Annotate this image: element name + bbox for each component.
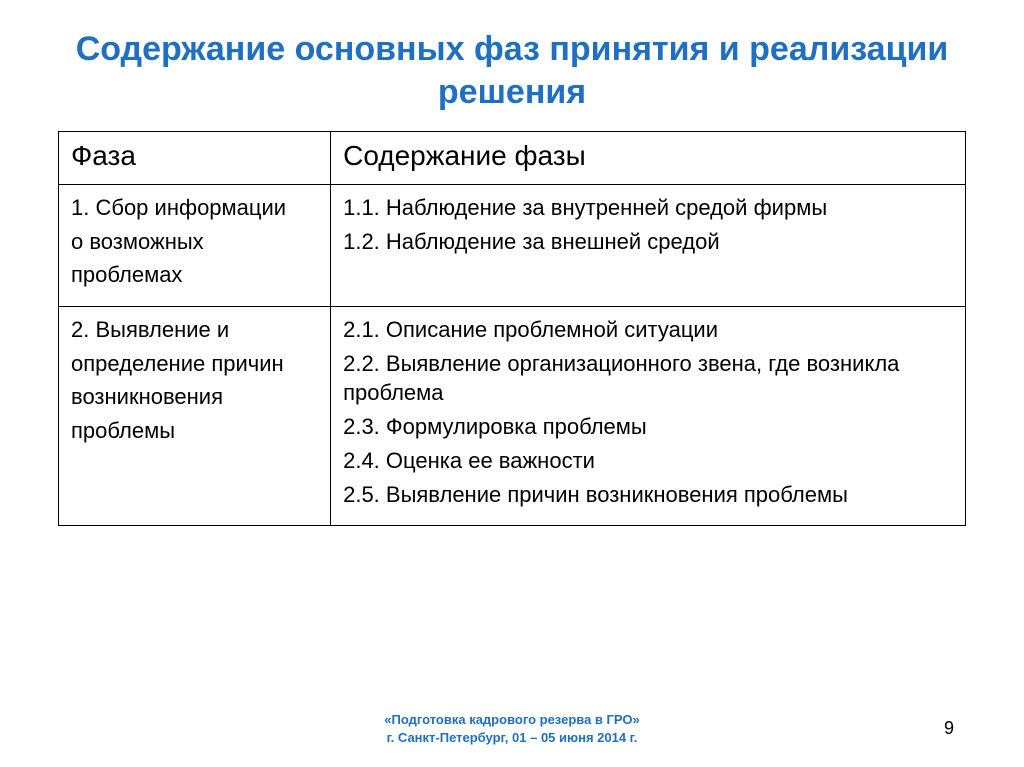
phase-line: возникновения	[71, 382, 320, 412]
content-line: 1.1. Наблюдение за внутренней средой фир…	[343, 193, 955, 223]
content-line: 1.2. Наблюдение за внешней средой	[343, 227, 955, 257]
slide-footer: «Подготовка кадрового резерва в ГРО» г. …	[0, 711, 1024, 747]
col-header-content: Содержание фазы	[331, 132, 966, 185]
phases-table: Фаза Содержание фазы 1. Сбор информации о…	[58, 131, 966, 526]
phase-line: проблемы	[71, 416, 320, 446]
page-number: 9	[944, 718, 954, 739]
phase-line: проблемах	[71, 260, 320, 290]
phase-line: о возможных	[71, 227, 320, 257]
slide-title: Содержание основных фаз принятия и реали…	[58, 28, 966, 113]
content-line: 2.1. Описание проблемной ситуации	[343, 315, 955, 345]
content-line: 2.5. Выявление причин возникновения проб…	[343, 480, 955, 510]
content-line: 2.2. Выявление организационного звена, г…	[343, 349, 955, 408]
content-line: 2.3. Формулировка проблемы	[343, 412, 955, 442]
col-header-phase: Фаза	[59, 132, 331, 185]
footer-line-2: г. Санкт-Петербург, 01 – 05 июня 2014 г.	[0, 729, 1024, 747]
content-line: 2.4. Оценка ее важности	[343, 446, 955, 476]
phase-line: 2. Выявление и	[71, 315, 320, 345]
table-header-row: Фаза Содержание фазы	[59, 132, 966, 185]
content-cell: 2.1. Описание проблемной ситуации 2.2. Вы…	[331, 307, 966, 526]
footer-line-1: «Подготовка кадрового резерва в ГРО»	[0, 711, 1024, 729]
phase-cell: 2. Выявление и определение причинвозникно…	[59, 307, 331, 526]
phase-line: определение причин	[71, 349, 320, 379]
phase-line: 1. Сбор информации	[71, 193, 320, 223]
phase-cell: 1. Сбор информации о возможныхпроблемах	[59, 185, 331, 307]
table-row: 1. Сбор информациио возможныхпроблемах1.…	[59, 185, 966, 307]
slide: Содержание основных фаз принятия и реали…	[0, 0, 1024, 767]
content-cell: 1.1. Наблюдение за внутренней средой фир…	[331, 185, 966, 307]
table-row: 2. Выявление и определение причинвозникно…	[59, 307, 966, 526]
